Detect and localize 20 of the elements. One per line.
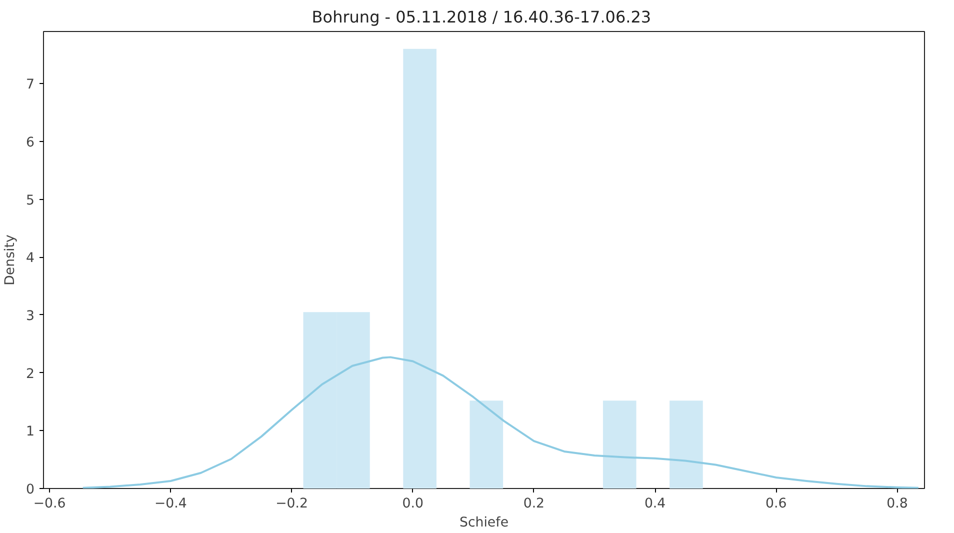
line-series (82, 356, 920, 488)
y-tick-label: 7 (26, 78, 35, 93)
x-tick-label: 0.2 (523, 496, 545, 512)
x-axis-title: Schiefe (459, 516, 509, 530)
x-tick-label: 0.0 (402, 496, 424, 512)
x-tick-label: 0.8 (886, 496, 908, 512)
y-tick-label: 4 (26, 251, 35, 266)
x-tick-label: 0.4 (644, 496, 666, 512)
x-tick-label: −0.6 (33, 496, 66, 512)
x-tick-label: −0.2 (276, 496, 308, 512)
y-tick-label: 0 (26, 482, 35, 498)
x-tick-label: 0.6 (766, 496, 787, 512)
chart-title: Bohrung - 05.11.2018 / 16.40.36-17.06.23 (312, 8, 652, 26)
y-tick-label: 5 (26, 193, 35, 208)
y-tick-label: 3 (26, 308, 35, 324)
y-tick-label: 6 (26, 135, 35, 150)
y-axis-title: Density (3, 234, 18, 286)
y-tick-label: 1 (26, 424, 35, 440)
x-tick-label: −0.4 (154, 496, 187, 512)
y-tick-label: 2 (26, 366, 35, 382)
